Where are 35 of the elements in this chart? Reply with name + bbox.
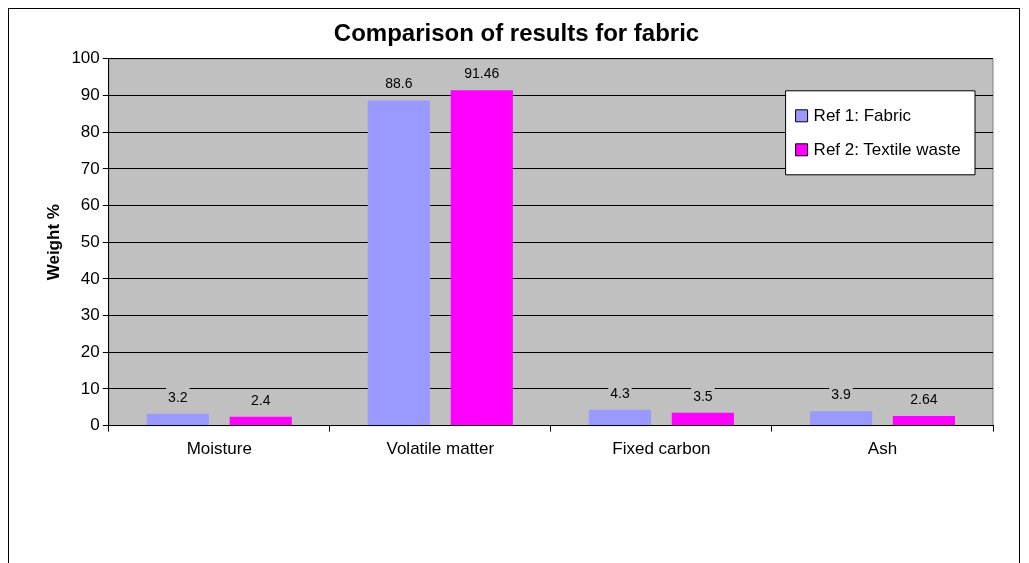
data-label: 2.64 <box>910 390 938 407</box>
y-tick-label: 40 <box>80 268 100 288</box>
data-label: 88.6 <box>385 75 413 92</box>
y-tick-label: 50 <box>80 231 100 251</box>
x-tick-label: Moisture <box>186 439 252 459</box>
y-tick-label: 20 <box>80 341 100 361</box>
data-label: 3.5 <box>693 387 713 404</box>
y-tick-label: 90 <box>80 85 100 105</box>
bar <box>146 413 209 426</box>
bar <box>367 100 430 426</box>
legend-label: Ref 2: Textile waste <box>813 140 961 160</box>
y-tick-label: 0 <box>90 415 100 435</box>
data-label: 4.3 <box>610 384 630 401</box>
y-tick-label: 70 <box>80 158 100 178</box>
x-tick-label: Volatile matter <box>386 439 495 459</box>
data-label: 2.4 <box>251 391 271 408</box>
data-label: 3.9 <box>831 386 851 403</box>
x-tick-label: Ash <box>867 439 898 459</box>
bar <box>809 411 873 426</box>
bar <box>450 90 513 426</box>
y-tick-label: 100 <box>71 48 100 68</box>
data-label: 91.46 <box>464 64 500 81</box>
chart-title: Comparison of results for fabric <box>333 19 700 47</box>
data-label: 3.2 <box>168 388 188 405</box>
bar <box>671 412 734 426</box>
y-tick-label: 60 <box>80 195 100 215</box>
bar <box>892 415 956 426</box>
y-axis-title: Weight % <box>43 204 63 281</box>
x-tick-label: Fixed carbon <box>612 439 711 459</box>
y-tick-label: 80 <box>80 121 100 141</box>
bar <box>588 409 652 426</box>
bar <box>229 416 292 426</box>
y-tick-label: 30 <box>80 305 100 325</box>
y-tick-label: 10 <box>80 378 100 398</box>
legend-label: Ref 1: Fabric <box>813 106 912 126</box>
